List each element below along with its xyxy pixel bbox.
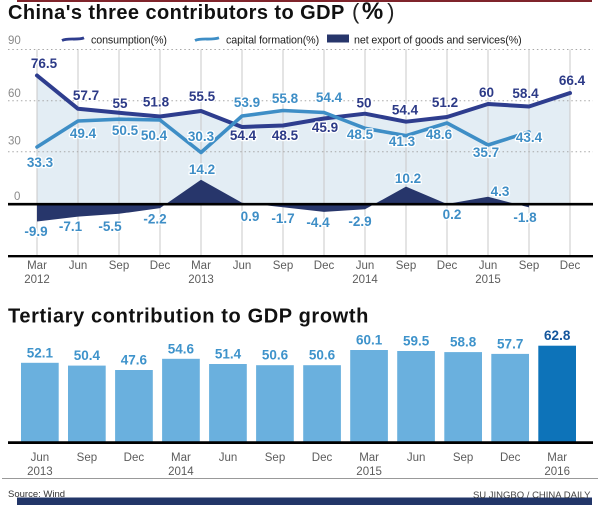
svg-text:54.4: 54.4 (392, 103, 419, 118)
svg-text:-1.8: -1.8 (513, 210, 537, 225)
svg-text:59.5: 59.5 (403, 334, 430, 349)
svg-text:55: 55 (112, 96, 128, 111)
svg-text:0.2: 0.2 (443, 207, 462, 222)
svg-text:35.7: 35.7 (473, 145, 499, 160)
svg-text:2012: 2012 (24, 274, 50, 286)
svg-text:Source: Wind: Source: Wind (8, 489, 65, 500)
svg-text:60: 60 (8, 88, 21, 100)
svg-text:50: 50 (356, 96, 371, 111)
svg-text:-2.9: -2.9 (348, 214, 371, 229)
svg-text:76.5: 76.5 (31, 56, 58, 71)
svg-text:Jun: Jun (479, 260, 498, 272)
svg-text:Sep: Sep (453, 452, 473, 464)
svg-text:49.4: 49.4 (70, 126, 97, 141)
svg-text:Jun: Jun (31, 452, 50, 464)
svg-text:60.1: 60.1 (356, 333, 383, 348)
svg-text:30: 30 (8, 136, 21, 148)
svg-text:Dec: Dec (500, 452, 521, 464)
svg-text:48.5: 48.5 (272, 128, 299, 143)
svg-text:2015: 2015 (356, 466, 382, 478)
svg-text:Dec: Dec (437, 260, 458, 272)
svg-text:33.3: 33.3 (27, 155, 54, 170)
svg-text:54.4: 54.4 (316, 90, 343, 105)
svg-text:47.6: 47.6 (121, 353, 148, 368)
svg-text:0: 0 (14, 191, 20, 203)
svg-text:Mar: Mar (171, 452, 191, 464)
svg-text:55.8: 55.8 (272, 91, 299, 106)
svg-text:57.7: 57.7 (497, 336, 523, 351)
svg-text:Sep: Sep (109, 260, 129, 272)
svg-text:52.1: 52.1 (27, 345, 54, 360)
svg-text:Dec: Dec (124, 452, 145, 464)
svg-text:90: 90 (8, 35, 21, 47)
svg-text:4.3: 4.3 (491, 184, 510, 199)
svg-text:51.2: 51.2 (432, 95, 458, 110)
svg-text:capital formation(%): capital formation(%) (226, 35, 319, 47)
svg-text:Sep: Sep (265, 452, 285, 464)
svg-text:55.5: 55.5 (189, 89, 216, 104)
svg-text:62.8: 62.8 (544, 328, 571, 343)
svg-text:2014: 2014 (168, 466, 194, 478)
svg-text:Tertiary contribution to GDP g: Tertiary contribution to GDP growth (8, 306, 369, 328)
svg-text:54.6: 54.6 (168, 341, 195, 356)
svg-text:57.7: 57.7 (73, 88, 99, 103)
svg-text:48.5: 48.5 (347, 127, 374, 142)
svg-text:Jun: Jun (219, 452, 238, 464)
svg-text:Sep: Sep (519, 260, 539, 272)
svg-text:45.9: 45.9 (312, 120, 338, 135)
svg-text:consumption(%): consumption(%) (91, 35, 167, 47)
svg-text:2013: 2013 (188, 274, 214, 286)
svg-text:-1.7: -1.7 (271, 211, 294, 226)
svg-text:51.4: 51.4 (215, 347, 242, 362)
svg-text:48.6: 48.6 (426, 127, 453, 142)
svg-text:2016: 2016 (544, 466, 570, 478)
svg-text:Mar: Mar (547, 452, 567, 464)
svg-text:60: 60 (479, 85, 494, 100)
svg-text:58.8: 58.8 (450, 335, 477, 350)
svg-text:10.2: 10.2 (395, 171, 421, 186)
svg-text:Mar: Mar (359, 452, 379, 464)
svg-text:Sep: Sep (77, 452, 97, 464)
svg-text:Dec: Dec (560, 260, 581, 272)
svg-text:Jun: Jun (407, 452, 426, 464)
svg-text:30.3: 30.3 (188, 129, 215, 144)
svg-text:50.6: 50.6 (309, 348, 336, 363)
svg-text:2014: 2014 (352, 274, 378, 286)
svg-text:2013: 2013 (27, 466, 53, 478)
svg-text:Dec: Dec (314, 260, 335, 272)
svg-text:54.4: 54.4 (230, 128, 257, 143)
svg-text:SU JINGBO / CHINA DAILY: SU JINGBO / CHINA DAILY (473, 490, 591, 501)
svg-text:-5.5: -5.5 (98, 219, 122, 234)
svg-text:41.3: 41.3 (389, 134, 416, 149)
svg-text:-7.1: -7.1 (59, 219, 83, 234)
svg-text:Sep: Sep (273, 260, 293, 272)
svg-text:53.9: 53.9 (234, 95, 260, 110)
svg-text:2015: 2015 (475, 274, 501, 286)
svg-text:-9.9: -9.9 (24, 224, 47, 239)
svg-text:51.8: 51.8 (143, 95, 170, 110)
svg-text:50.5: 50.5 (112, 123, 139, 138)
svg-text:50.6: 50.6 (262, 348, 289, 363)
svg-text:50.4: 50.4 (141, 128, 168, 143)
svg-text:Mar: Mar (191, 260, 211, 272)
svg-text:(%): (%) (352, 0, 395, 25)
svg-text:50.4: 50.4 (74, 348, 101, 363)
svg-text:Dec: Dec (150, 260, 171, 272)
svg-text:Jun: Jun (69, 260, 88, 272)
svg-text:Dec: Dec (312, 452, 333, 464)
svg-text:-2.2: -2.2 (143, 212, 166, 227)
svg-text:43.4: 43.4 (516, 130, 543, 145)
svg-text:0.9: 0.9 (241, 209, 260, 224)
svg-text:-4.4: -4.4 (306, 215, 330, 230)
svg-text:Sep: Sep (396, 260, 416, 272)
svg-text:Jun: Jun (233, 260, 252, 272)
svg-text:66.4: 66.4 (559, 73, 586, 88)
svg-text:net export of goods and servic: net export of goods and services(%) (354, 35, 522, 47)
svg-text:Mar: Mar (27, 260, 47, 272)
svg-text:14.2: 14.2 (189, 162, 215, 177)
svg-text:Jun: Jun (356, 260, 375, 272)
svg-text:China's three contributors to: China's three contributors to GDP (8, 2, 345, 24)
svg-text:58.4: 58.4 (512, 86, 539, 101)
